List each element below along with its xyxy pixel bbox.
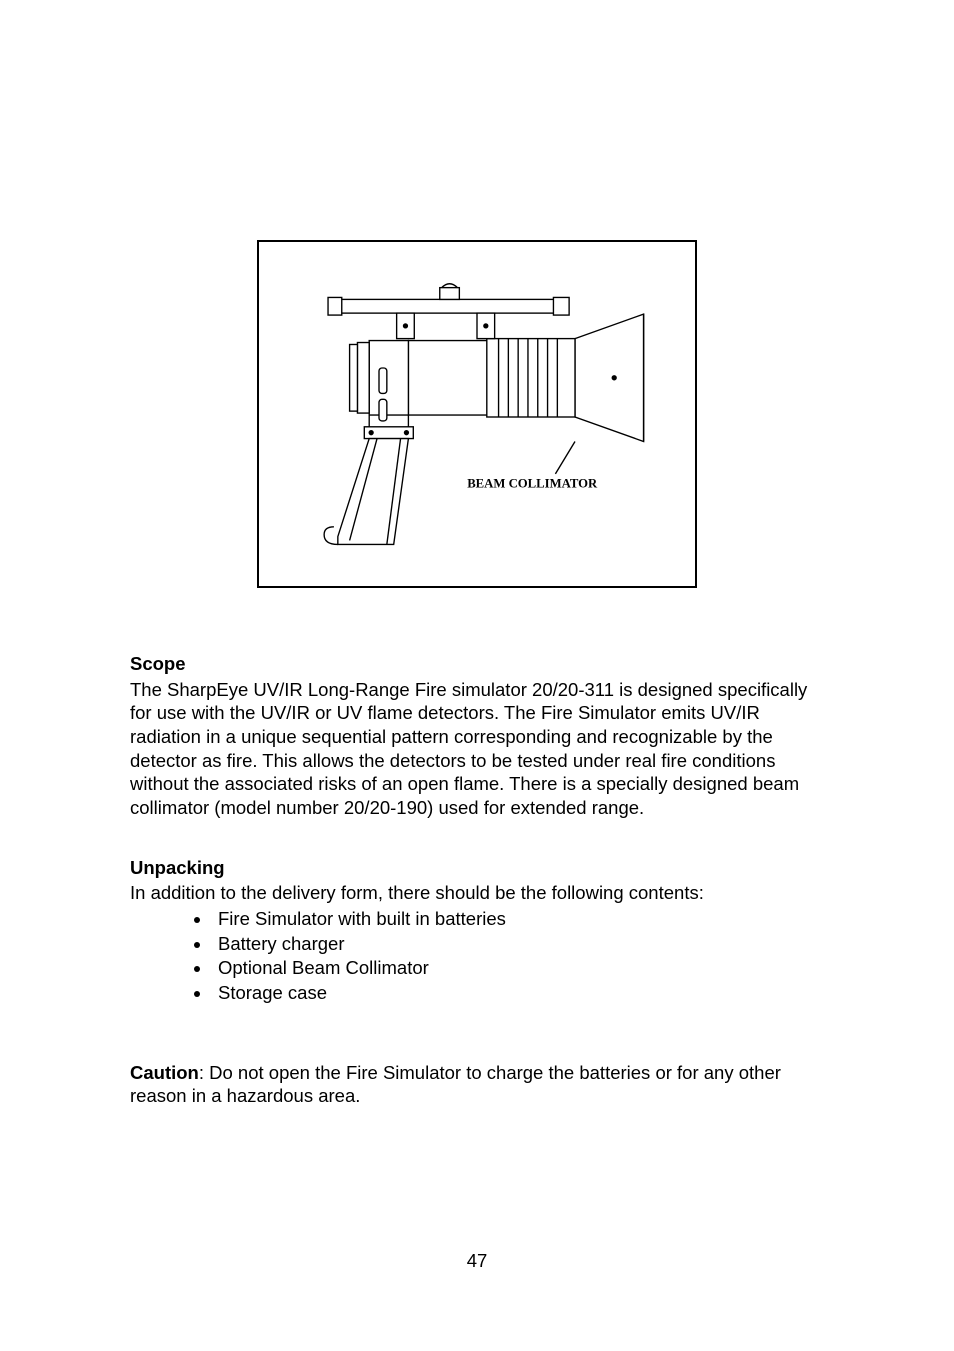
- list-item: Storage case: [212, 981, 824, 1005]
- list-item: Optional Beam Collimator: [212, 956, 824, 980]
- caution-label: Caution: [130, 1062, 199, 1083]
- scope-heading: Scope: [130, 652, 824, 676]
- caution-block: Caution: Do not open the Fire Simulator …: [130, 1061, 824, 1108]
- list-item: Fire Simulator with built in batteries: [212, 907, 824, 931]
- scope-body: The SharpEye UV/IR Long-Range Fire simul…: [130, 678, 824, 820]
- page-number: 47: [0, 1249, 954, 1273]
- beam-collimator-diagram: BEAM COLLIMATOR: [281, 270, 673, 564]
- caution-text: : Do not open the Fire Simulator to char…: [130, 1062, 781, 1107]
- unpacking-heading: Unpacking: [130, 856, 824, 880]
- contents-list: Fire Simulator with built in batteries B…: [212, 907, 824, 1005]
- list-item: Battery charger: [212, 932, 824, 956]
- figure-label: BEAM COLLIMATOR: [467, 477, 598, 491]
- figure-frame: BEAM COLLIMATOR: [257, 240, 697, 588]
- unpacking-intro: In addition to the delivery form, there …: [130, 881, 824, 905]
